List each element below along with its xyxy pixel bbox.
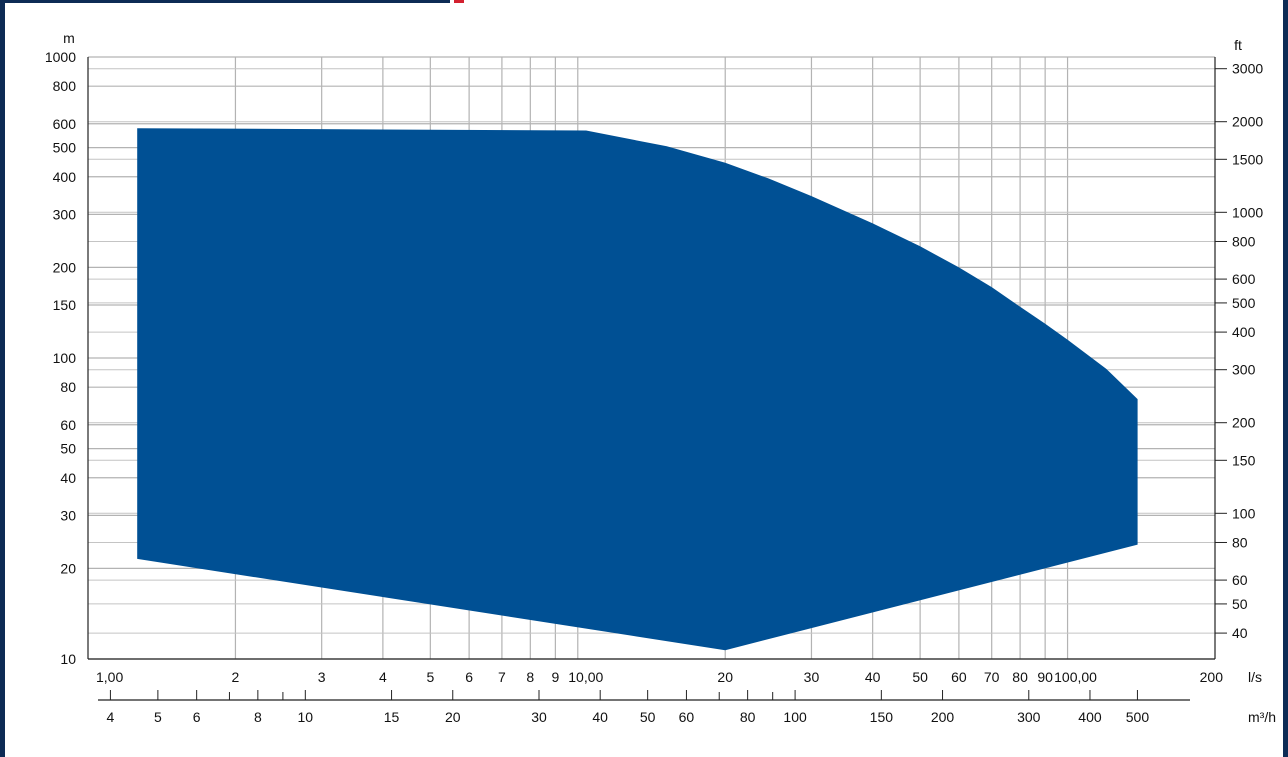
y-tick-label-m: 600	[53, 116, 77, 132]
x-tick-label-ls: 90	[1037, 669, 1053, 685]
y-tick-label-m: 50	[60, 441, 76, 457]
x-tick-label-ls: 10,00	[568, 669, 603, 685]
x-tick-label-m3h: 200	[931, 709, 955, 725]
x-tick-label-ls: 9	[551, 669, 559, 685]
y-tick-label-ft: 2000	[1232, 114, 1263, 130]
x-tick-label-m3h: 30	[531, 709, 547, 725]
y-tick-label-ft: 1500	[1232, 151, 1263, 167]
x-tick-label-ls: 8	[526, 669, 534, 685]
x-tick-label-m3h: 150	[870, 709, 894, 725]
y-tick-label-ft: 100	[1232, 505, 1256, 521]
y-tick-label-ft: 500	[1232, 295, 1256, 311]
x-tick-label-m3h: 5	[154, 709, 162, 725]
x-tick-label-m3h: 300	[1017, 709, 1041, 725]
axis-unit-ft: ft	[1234, 37, 1242, 53]
x-tick-label-m3h: 40	[592, 709, 608, 725]
y-tick-label-m: 800	[53, 78, 77, 94]
x-tick-label-m3h: 50	[640, 709, 656, 725]
x-tick-label-ls: 20	[717, 669, 733, 685]
y-tick-label-m: 200	[53, 259, 77, 275]
x-tick-label-ls: 60	[951, 669, 967, 685]
frame-top-bar	[0, 0, 450, 3]
x-tick-label-ls: 3	[318, 669, 326, 685]
y-tick-label-ft: 200	[1232, 415, 1256, 431]
y-tick-label-ft: 800	[1232, 233, 1256, 249]
y-tick-label-m: 1000	[45, 49, 76, 65]
x-tick-label-ls: 80	[1012, 669, 1028, 685]
x-tick-label-m3h: 80	[740, 709, 756, 725]
x-tick-label-m3h: 100	[783, 709, 807, 725]
x-tick-label-ls: 50	[912, 669, 928, 685]
y-tick-label-m: 80	[60, 379, 76, 395]
y-tick-label-ft: 60	[1232, 572, 1248, 588]
x-tick-label-m3h: 400	[1078, 709, 1102, 725]
x-tick-label-ls: 40	[865, 669, 881, 685]
frame-accent-mark	[454, 0, 464, 3]
x-tick-label-m3h: 15	[384, 709, 400, 725]
x-tick-label-ls: 2	[232, 669, 240, 685]
y-tick-label-ft: 40	[1232, 625, 1248, 641]
x-tick-label-ls: 30	[804, 669, 820, 685]
axis-unit-m: m	[63, 30, 75, 46]
x-tick-label-ls: 6	[465, 669, 473, 685]
x-tick-label-ls: 100,00	[1054, 669, 1097, 685]
y-tick-label-m: 500	[53, 140, 77, 156]
y-tick-label-m: 400	[53, 169, 77, 185]
y-tick-label-ft: 3000	[1232, 61, 1263, 77]
x-tick-label-m3h: 500	[1126, 709, 1150, 725]
y-tick-label-m: 150	[53, 297, 77, 313]
y-tick-label-ft: 400	[1232, 324, 1256, 340]
y-tick-label-m: 40	[60, 470, 76, 486]
x-tick-label-m3h: 8	[254, 709, 262, 725]
y-tick-label-ft: 300	[1232, 362, 1256, 378]
frame-left-bar	[0, 0, 5, 757]
x-tick-label-ls: 70	[984, 669, 1000, 685]
axes-layer	[87, 57, 1227, 701]
x-tick-label-m3h: 4	[107, 709, 115, 725]
frame-right-bar	[1283, 0, 1288, 757]
performance-area	[137, 128, 1138, 651]
tick-labels-layer: m 1000 800 600 500 400 300 200 150 100 80 60 50 40 30 2…	[45, 30, 1276, 725]
x-tick-label-m3h: 10	[298, 709, 314, 725]
y-tick-label-m: 10	[60, 651, 76, 667]
axis-unit-ls: l/s	[1248, 669, 1262, 685]
y-tick-label-ft: 50	[1232, 596, 1248, 612]
x-tick-label-ls: 4	[379, 669, 387, 685]
y-tick-label-m: 20	[60, 560, 76, 576]
y-tick-label-ft: 80	[1232, 534, 1248, 550]
y-tick-label-m: 60	[60, 417, 76, 433]
x-tick-label-ls: 1,00	[96, 669, 123, 685]
performance-area-layer	[137, 128, 1138, 651]
x-tick-label-m3h: 20	[445, 709, 461, 725]
x-tick-label-m3h: 60	[679, 709, 695, 725]
y-tick-label-m: 100	[53, 350, 77, 366]
y-tick-label-ft: 600	[1232, 271, 1256, 287]
x-tick-label-ls: 5	[426, 669, 434, 685]
x-tick-label-ls: 200	[1200, 669, 1224, 685]
y-tick-label-m: 300	[53, 206, 77, 222]
y-tick-label-ft: 1000	[1232, 204, 1263, 220]
x-tick-label-ls: 7	[498, 669, 506, 685]
x-tick-label-m3h: 6	[193, 709, 201, 725]
y-tick-label-m: 30	[60, 507, 76, 523]
axis-unit-m3h: m³/h	[1248, 709, 1276, 725]
y-tick-label-ft: 150	[1232, 452, 1256, 468]
